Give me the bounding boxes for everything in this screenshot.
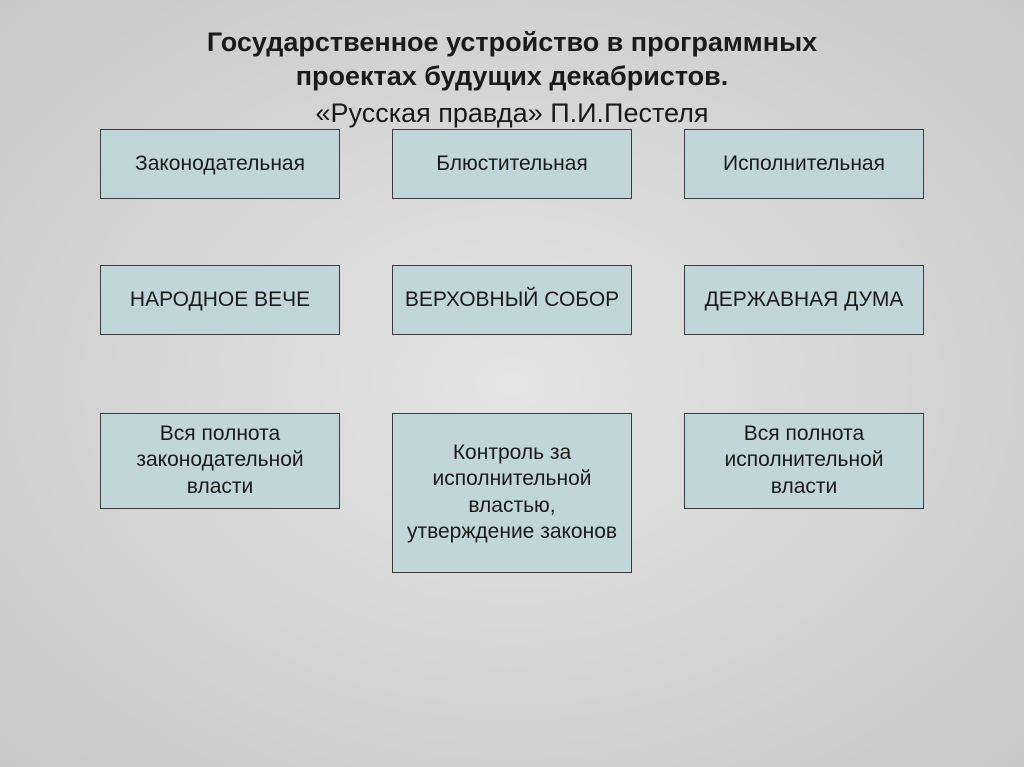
box-desc-executive: Вся полнота исполнительной власти xyxy=(684,413,924,509)
box-legislative: Законодательная xyxy=(100,129,340,199)
diagram-grid: Законодательная Блюстительная Исполнител… xyxy=(100,129,924,573)
box-supervisory: Блюстительная xyxy=(392,129,632,199)
diagram-row-2: НАРОДНОЕ ВЕЧЕ ВЕРХОВНЫЙ СОБОР ДЕРЖАВНАЯ … xyxy=(100,265,924,335)
diagram-row-3: Вся полнота законодательной власти Контр… xyxy=(100,413,924,573)
box-desc-supervisory: Контроль за исполнительной властью, утве… xyxy=(392,413,632,573)
title-line2: проектах будущих декабристов. xyxy=(0,60,1024,94)
box-executive: Исполнительная xyxy=(684,129,924,199)
title-block: Государственное устройство в программных… xyxy=(0,26,1024,129)
box-derzhavnaya-duma: ДЕРЖАВНАЯ ДУМА xyxy=(684,265,924,335)
title-subtitle: «Русская правда» П.И.Пестеля xyxy=(0,98,1024,129)
box-narodnoe-veche: НАРОДНОЕ ВЕЧЕ xyxy=(100,265,340,335)
title-line1: Государственное устройство в программных xyxy=(0,26,1024,60)
diagram-row-1: Законодательная Блюстительная Исполнител… xyxy=(100,129,924,199)
box-verkhovny-sobor: ВЕРХОВНЫЙ СОБОР xyxy=(392,265,632,335)
box-desc-legislative: Вся полнота законодательной власти xyxy=(100,413,340,509)
